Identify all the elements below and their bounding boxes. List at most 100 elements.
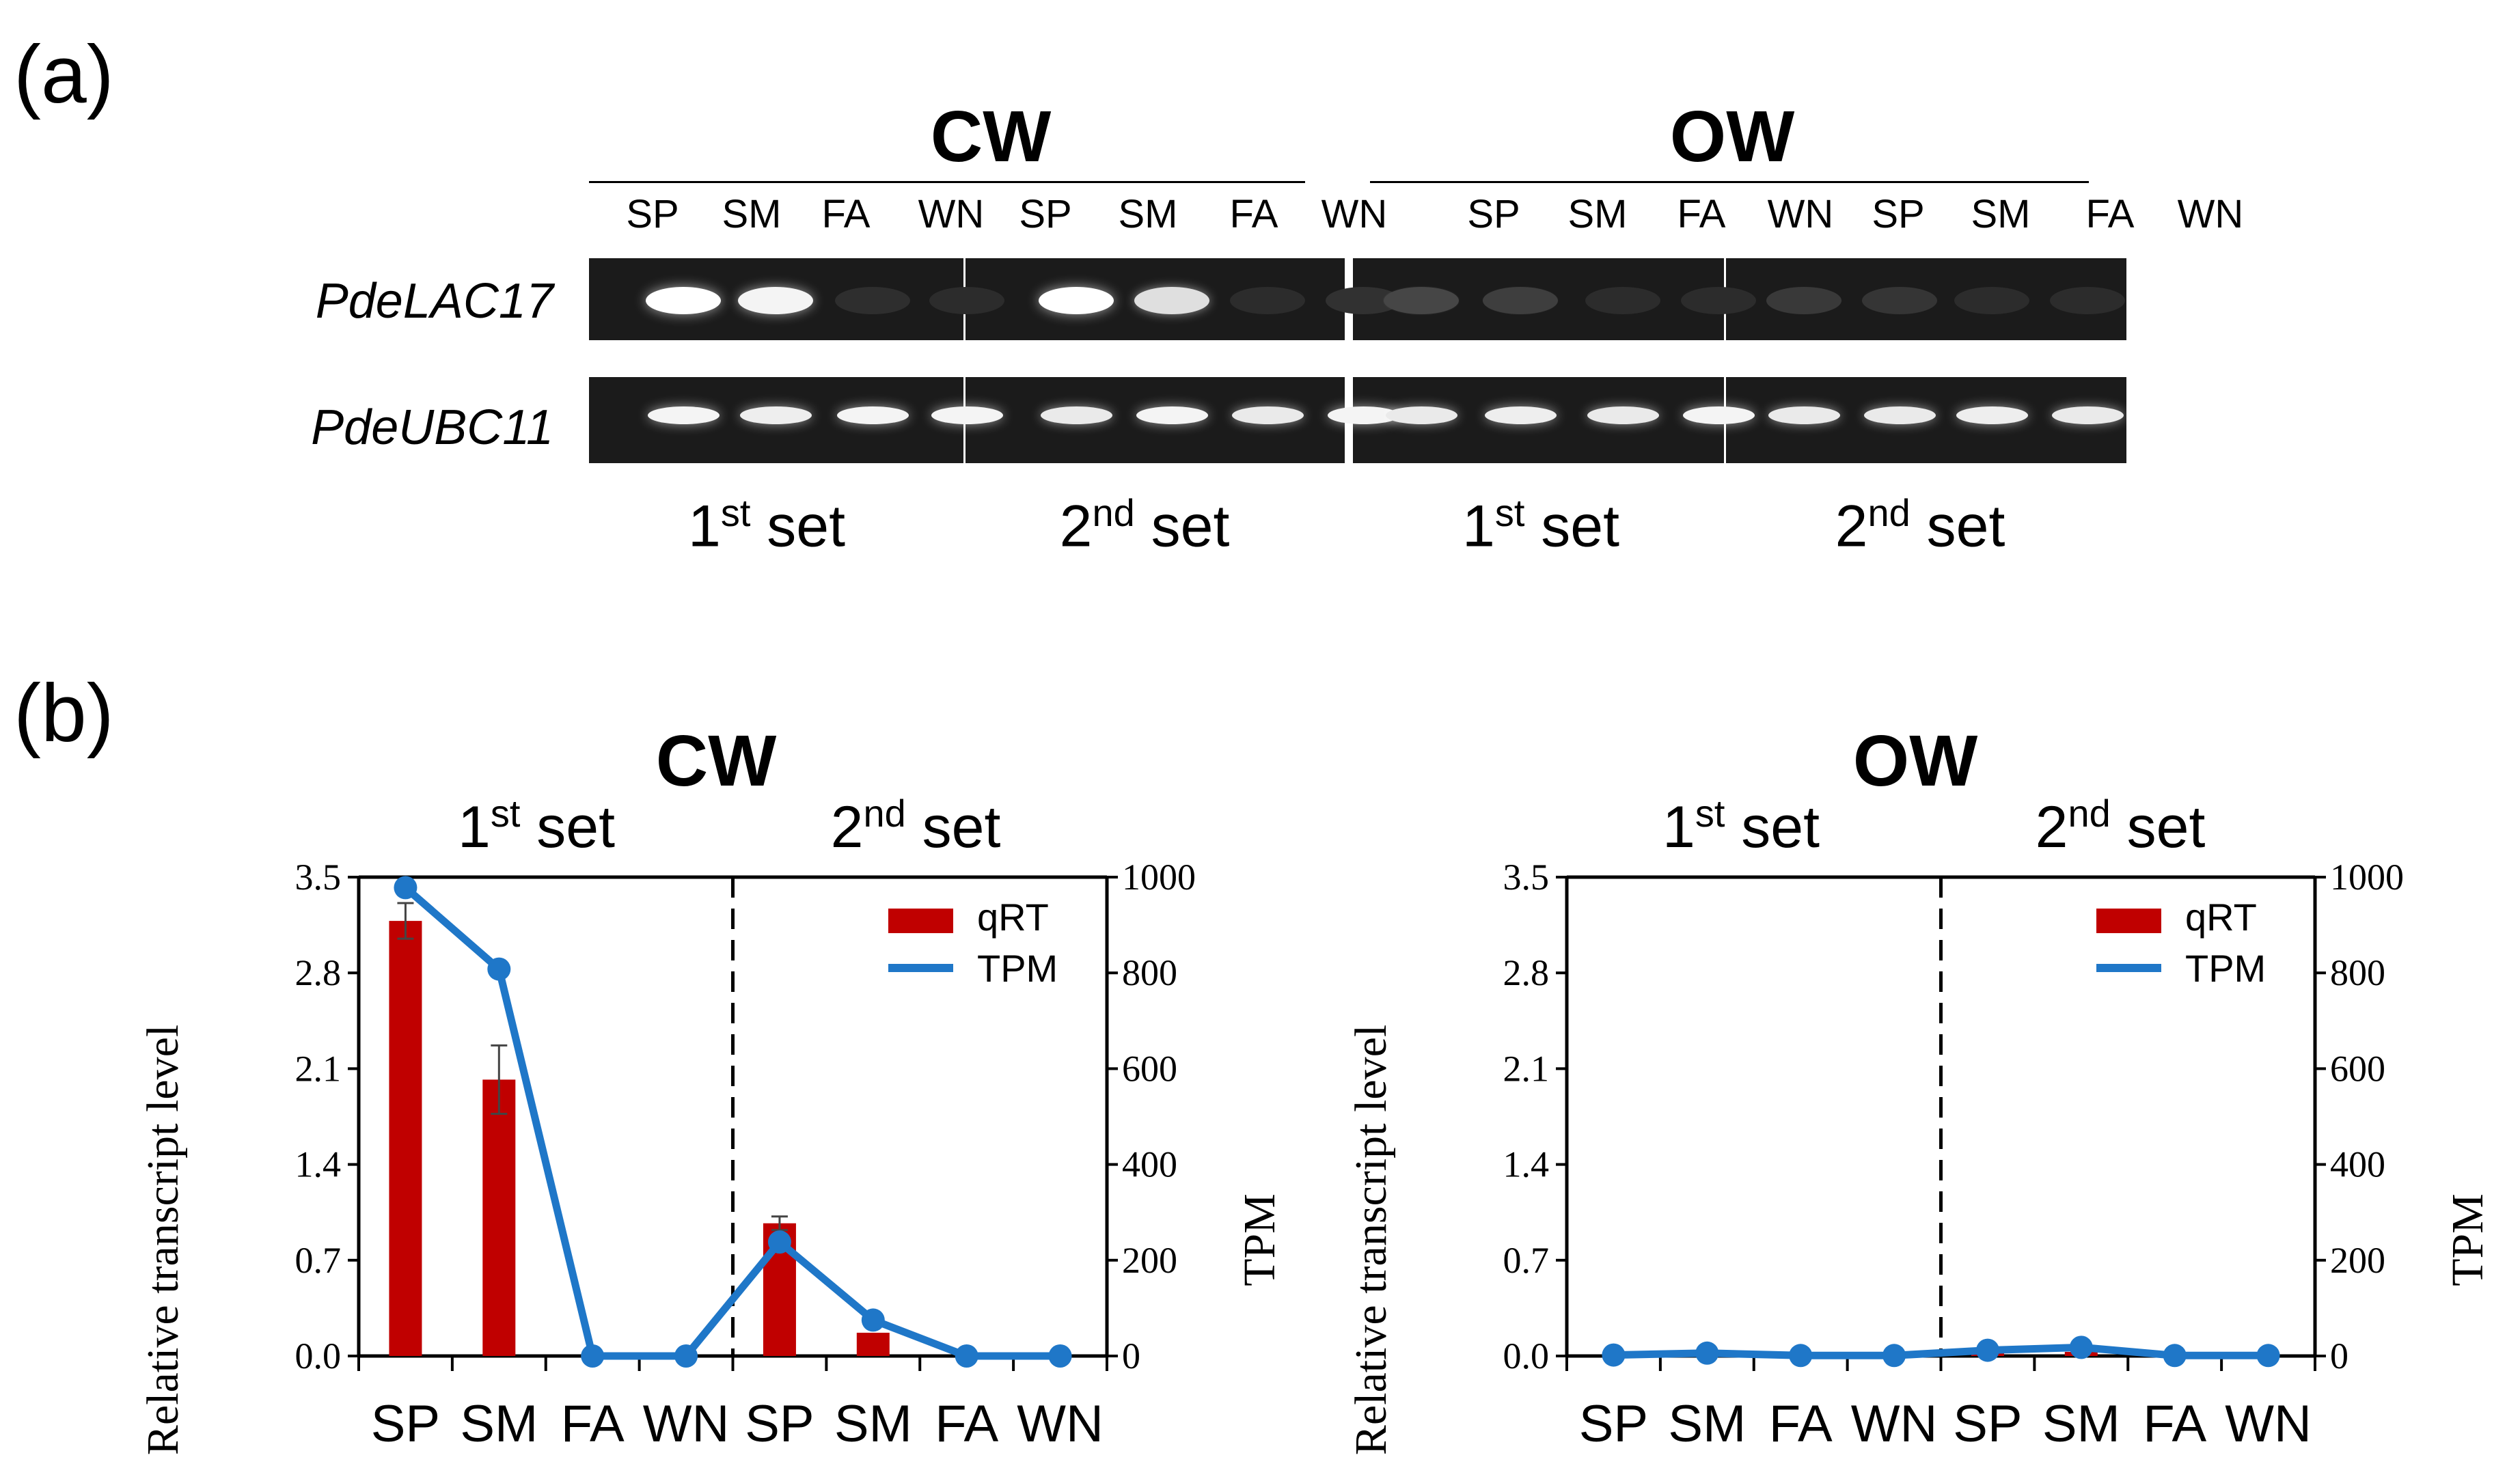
point-tpm	[861, 1308, 885, 1332]
y2-tick-label: 400	[1122, 1144, 1177, 1185]
gel-band	[835, 287, 910, 314]
legend-label-qrt: qRT	[977, 896, 1049, 939]
gel-set-label: 1st set	[1462, 491, 1620, 559]
gel-band	[1134, 287, 1209, 314]
y2-tick-label: 0	[2330, 1335, 2348, 1376]
gel-band	[1230, 287, 1305, 314]
x-tick-label: SP	[1953, 1395, 2022, 1453]
point-tpm	[581, 1344, 605, 1368]
gel-cw-title: CW	[930, 96, 1052, 177]
gel-band	[1862, 287, 1937, 314]
x-tick-label: WN	[1017, 1395, 1104, 1453]
lane-label-wn: WN	[1321, 192, 1388, 236]
chart-ow: OW 1st set 2nd set Relative transcript l…	[1346, 721, 2493, 1455]
lane-label-sp: SP	[1019, 192, 1072, 236]
gel-band	[1954, 287, 2029, 314]
y-tick-label: 3.5	[1503, 857, 1550, 898]
x-tick-label: SM	[2042, 1395, 2120, 1453]
gel-band	[1585, 287, 1660, 314]
lane-label-sm: SM	[722, 192, 782, 236]
point-tpm	[2069, 1335, 2093, 1359]
line-tpm	[402, 885, 1060, 1360]
gel-band	[646, 287, 721, 314]
chart-cw: CW 1st set 2nd set Relative transcript l…	[138, 721, 1285, 1455]
chart-title: OW	[1853, 721, 1978, 801]
gel-set-label: 1st set	[687, 491, 846, 559]
bar-qrt	[482, 1079, 516, 1356]
legend-label-tpm: TPM	[2185, 947, 2266, 990]
point-tpm	[1975, 1338, 1999, 1362]
y-tick-label: 3.5	[295, 857, 342, 898]
set-label: 1st set	[1662, 792, 1820, 860]
gel-set-label: 2nd set	[1835, 491, 2005, 559]
x-tick-label: WN	[643, 1395, 730, 1453]
y-axis-label: Relative transcript level	[1346, 1025, 1396, 1455]
gel-band	[2051, 406, 2124, 424]
y-tick-label: 2.8	[295, 952, 342, 993]
lane-label-sp: SP	[626, 192, 679, 236]
legend-swatch-qrt	[2096, 909, 2161, 933]
lane-label-sp: SP	[1467, 192, 1520, 236]
gel-band	[738, 287, 813, 314]
y-tick-label: 2.1	[1503, 1048, 1550, 1089]
gel-band	[1956, 406, 2028, 424]
y2-tick-label: 600	[2330, 1048, 2385, 1089]
panel-b-label: (b)	[14, 667, 114, 759]
panel-a-label: (a)	[14, 29, 114, 120]
gel-band	[1039, 287, 1114, 314]
lane-label-fa: FA	[1677, 192, 1726, 236]
legend-label-qrt: qRT	[2185, 896, 2257, 939]
x-tick-label: SM	[460, 1395, 538, 1453]
gel-ow-rule	[1370, 181, 2089, 183]
y2-tick-label: 1000	[1122, 857, 1196, 898]
y2-tick-label: 0	[1122, 1335, 1140, 1376]
lane-label-fa: FA	[1229, 192, 1278, 236]
gel-band	[1384, 287, 1459, 314]
gel-band	[1768, 406, 1840, 424]
y-tick-label: 0.7	[1503, 1240, 1550, 1281]
lane-label-sm: SM	[1567, 192, 1628, 236]
gel-band	[1136, 406, 1208, 424]
point-tpm	[394, 876, 417, 900]
legend-label-tpm: TPM	[977, 947, 1058, 990]
x-tick-label: FA	[1769, 1395, 1833, 1453]
chart-title: CW	[656, 721, 777, 801]
y2-tick-label: 600	[1122, 1048, 1177, 1089]
bar-qrt	[389, 921, 422, 1356]
y-tick-label: 0.0	[1503, 1335, 1550, 1376]
point-tpm	[487, 957, 511, 981]
line-tpm	[1613, 1343, 2269, 1359]
gel-band	[1385, 406, 1457, 424]
lane-label-sp: SP	[1872, 192, 1925, 236]
gel-band	[1231, 406, 1304, 424]
gel-band	[836, 406, 909, 424]
lane-label-wn: WN	[2177, 192, 2244, 236]
x-tick-label: SP	[1579, 1395, 1648, 1453]
y-axis-label: Relative transcript level	[138, 1025, 188, 1455]
x-tick-label: FA	[935, 1395, 998, 1453]
gel-band	[2050, 287, 2125, 314]
lane-label-sm: SM	[1971, 192, 2031, 236]
gel-band	[1587, 406, 1659, 424]
point-tpm	[1789, 1344, 1813, 1368]
gel-band	[1483, 287, 1558, 314]
gel-set-label: 2nd set	[1059, 491, 1230, 559]
y2-tick-label: 200	[2330, 1240, 2385, 1281]
y-tick-label: 1.4	[295, 1144, 342, 1185]
lane-label-fa: FA	[2085, 192, 2135, 236]
y2-tick-label: 800	[2330, 952, 2385, 993]
point-tpm	[955, 1344, 978, 1368]
point-tpm	[2163, 1344, 2187, 1368]
set-label: 1st set	[458, 792, 615, 860]
gel-band	[1682, 406, 1755, 424]
point-tpm	[1882, 1344, 1906, 1368]
lane-label-sm: SM	[1118, 192, 1178, 236]
x-tick-label: SM	[834, 1395, 912, 1453]
point-tpm	[1602, 1343, 1626, 1367]
gel-band	[1863, 406, 1936, 424]
x-tick-label: SM	[1668, 1395, 1746, 1453]
y-tick-label: 1.4	[1503, 1144, 1550, 1185]
y2-tick-label: 400	[2330, 1144, 2385, 1185]
y2-axis-label: TPM	[1235, 1193, 1285, 1286]
x-tick-label: SP	[371, 1395, 440, 1453]
